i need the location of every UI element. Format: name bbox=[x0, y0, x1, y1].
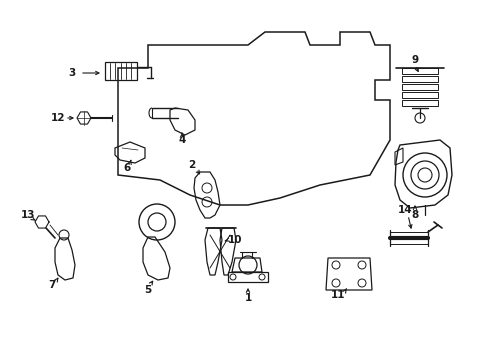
Text: 8: 8 bbox=[410, 210, 418, 220]
Text: 9: 9 bbox=[410, 55, 418, 65]
Text: 1: 1 bbox=[244, 293, 251, 303]
Text: 4: 4 bbox=[178, 135, 185, 145]
Text: 10: 10 bbox=[227, 235, 242, 245]
Text: 11: 11 bbox=[330, 290, 345, 300]
Text: 5: 5 bbox=[144, 285, 151, 295]
Text: 6: 6 bbox=[123, 163, 130, 173]
Text: 3: 3 bbox=[68, 68, 76, 78]
Text: 7: 7 bbox=[48, 280, 56, 290]
Text: 12: 12 bbox=[51, 113, 65, 123]
Text: 2: 2 bbox=[188, 160, 195, 170]
Text: 14: 14 bbox=[397, 205, 411, 215]
Text: 13: 13 bbox=[20, 210, 35, 220]
